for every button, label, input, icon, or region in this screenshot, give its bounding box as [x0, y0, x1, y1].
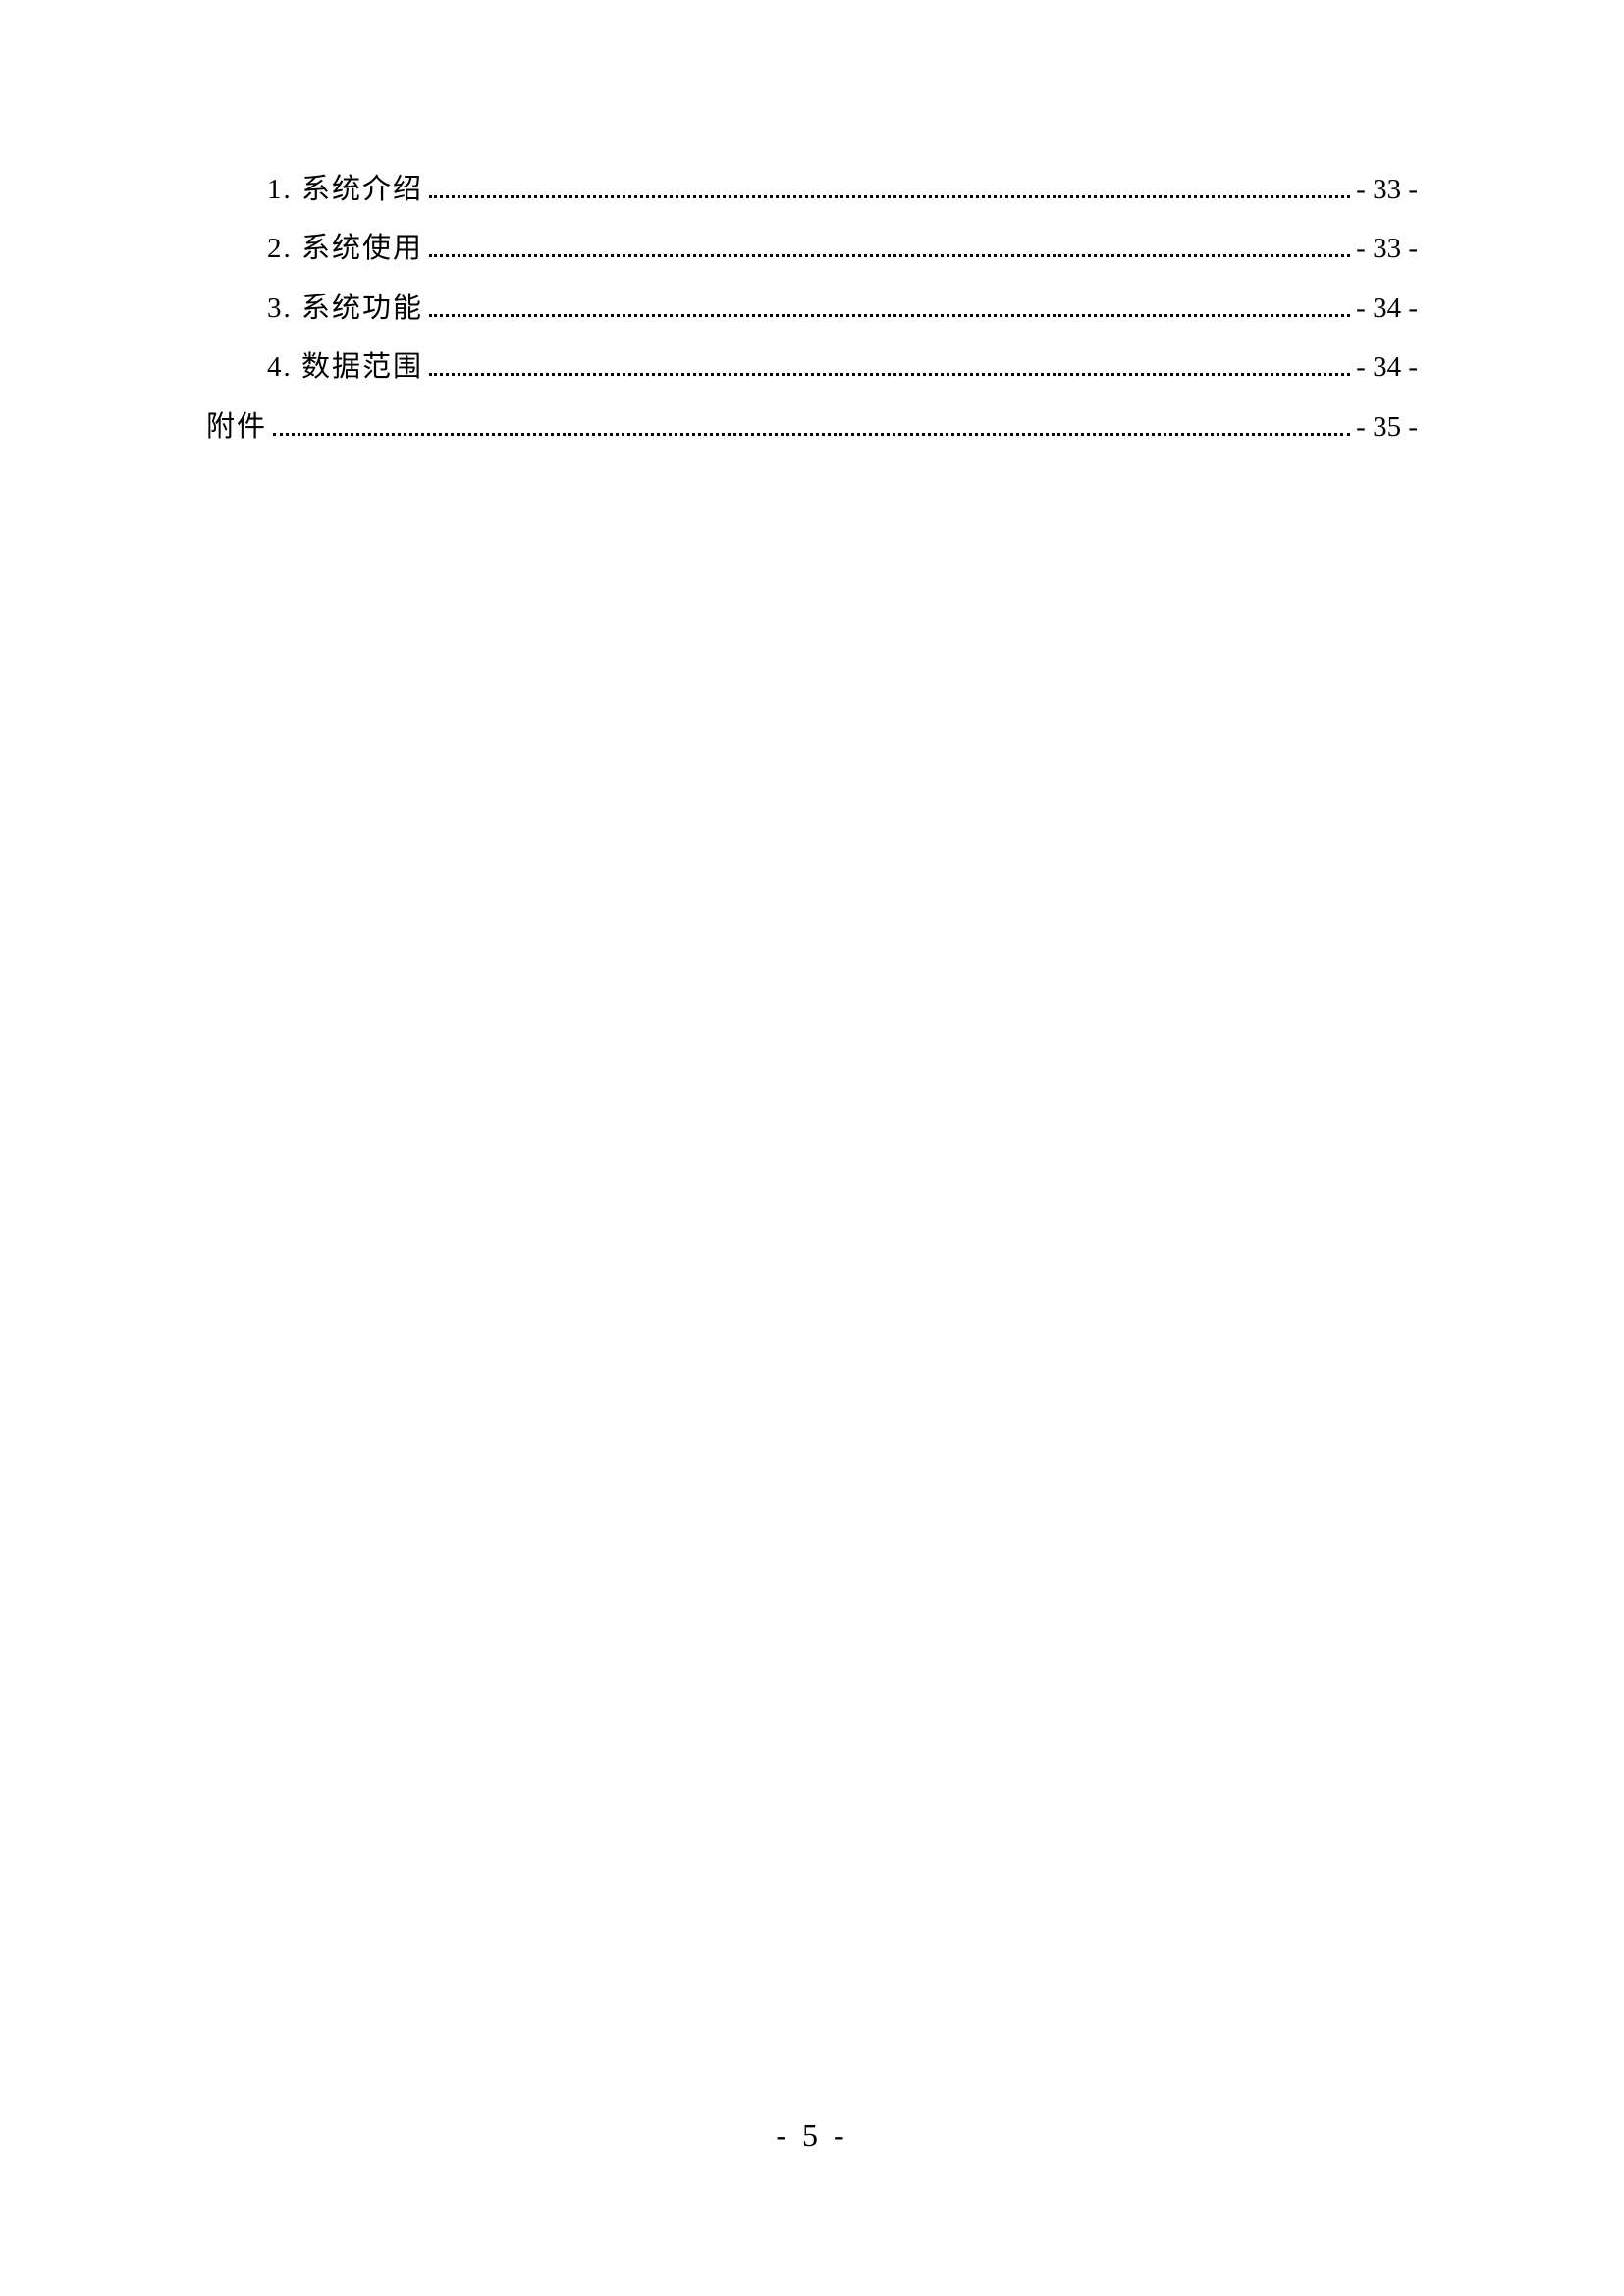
toc-page: - 35 -: [1356, 404, 1418, 450]
toc-page: - 33 -: [1356, 226, 1418, 271]
toc-label: 1. 系统介绍: [267, 167, 423, 212]
toc-leader: [429, 195, 1350, 198]
toc-entry: 1. 系统介绍 - 33 -: [206, 167, 1418, 212]
toc-page: - 34 -: [1356, 345, 1418, 390]
page-number: - 5 -: [0, 2117, 1624, 2154]
toc-entry: 2. 系统使用 - 33 -: [206, 226, 1418, 271]
toc-label: 3. 系统功能: [267, 286, 423, 331]
toc-entry: 附件 - 35 -: [206, 404, 1418, 450]
toc-label: 附件: [206, 404, 267, 450]
toc-container: 1. 系统介绍 - 33 - 2. 系统使用 - 33 - 3. 系统功能 - …: [0, 0, 1624, 450]
toc-label: 2. 系统使用: [267, 226, 423, 271]
toc-leader: [429, 314, 1350, 317]
toc-page: - 33 -: [1356, 167, 1418, 212]
toc-page: - 34 -: [1356, 286, 1418, 331]
toc-leader: [429, 373, 1350, 376]
toc-entry: 3. 系统功能 - 34 -: [206, 286, 1418, 331]
toc-entry: 4. 数据范围 - 34 -: [206, 345, 1418, 390]
toc-leader: [429, 254, 1350, 257]
toc-label: 4. 数据范围: [267, 345, 423, 390]
toc-leader: [273, 433, 1350, 436]
